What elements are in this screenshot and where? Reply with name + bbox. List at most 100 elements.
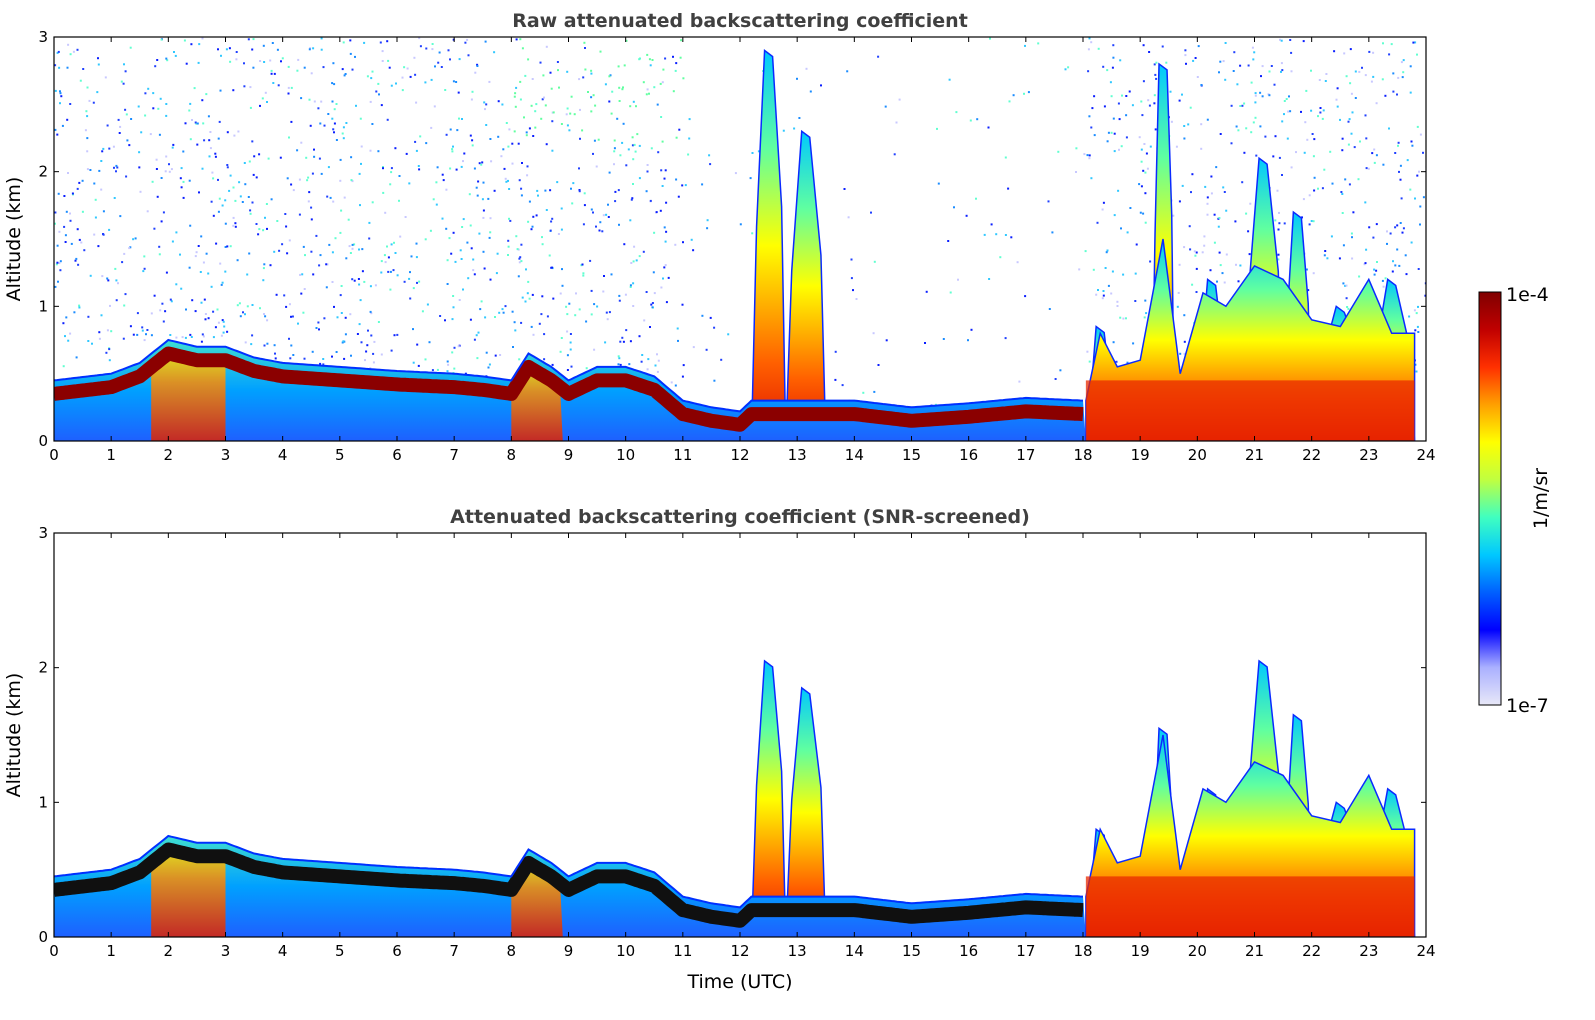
noise-speckle bbox=[589, 259, 592, 262]
noise-speckle bbox=[558, 86, 560, 89]
noise-speckle bbox=[675, 178, 678, 181]
noise-speckle bbox=[414, 73, 417, 76]
noise-speckle bbox=[475, 186, 478, 189]
noise-speckle bbox=[638, 255, 641, 258]
noise-speckle bbox=[1125, 136, 1128, 139]
noise-speckle bbox=[251, 304, 254, 306]
noise-speckle bbox=[101, 150, 104, 153]
noise-speckle bbox=[396, 333, 399, 336]
noise-speckle bbox=[363, 41, 366, 44]
noise-speckle bbox=[1348, 183, 1351, 186]
noise-speckle bbox=[224, 199, 227, 202]
noise-speckle bbox=[1110, 131, 1113, 134]
noise-speckle bbox=[349, 313, 352, 316]
noise-speckle bbox=[64, 335, 66, 338]
noise-speckle bbox=[623, 243, 626, 246]
noise-speckle bbox=[323, 317, 326, 320]
noise-speckle bbox=[217, 48, 219, 51]
noise-speckle bbox=[1140, 148, 1143, 151]
boundary-layer-top-band bbox=[54, 346, 1088, 432]
noise-speckle bbox=[445, 227, 448, 230]
noise-speckle bbox=[521, 162, 523, 164]
noise-speckle bbox=[578, 308, 581, 311]
noise-speckle bbox=[168, 163, 170, 166]
noise-speckle bbox=[98, 331, 101, 334]
noise-speckle bbox=[645, 291, 648, 293]
noise-speckle bbox=[303, 357, 306, 360]
noise-speckle bbox=[58, 262, 61, 265]
noise-speckle bbox=[431, 43, 434, 45]
noise-speckle bbox=[1280, 39, 1283, 42]
noise-speckle bbox=[1277, 258, 1280, 261]
noise-speckle bbox=[325, 263, 328, 266]
noise-speckle bbox=[1347, 143, 1350, 146]
noise-speckle bbox=[482, 209, 485, 212]
noise-speckle bbox=[1090, 177, 1093, 180]
noise-speckle bbox=[1311, 133, 1314, 135]
noise-speckle bbox=[820, 84, 822, 87]
noise-speckle bbox=[1115, 360, 1118, 363]
noise-speckle bbox=[1110, 292, 1113, 295]
noise-speckle bbox=[415, 101, 418, 104]
noise-speckle bbox=[408, 277, 411, 280]
noise-speckle bbox=[682, 241, 684, 244]
noise-speckle bbox=[667, 276, 670, 279]
noise-speckle bbox=[1140, 100, 1143, 103]
noise-speckle bbox=[1192, 59, 1195, 62]
noise-speckle bbox=[670, 381, 673, 384]
noise-speckle bbox=[1312, 220, 1315, 223]
noise-speckle bbox=[1324, 250, 1327, 252]
noise-speckle bbox=[1300, 110, 1302, 113]
noise-speckle bbox=[1364, 74, 1367, 77]
noise-speckle bbox=[313, 148, 315, 151]
noise-speckle bbox=[480, 300, 483, 303]
x-tick-label: 9 bbox=[564, 942, 574, 960]
noise-speckle bbox=[445, 133, 448, 136]
noise-speckle bbox=[97, 245, 100, 248]
noise-speckle bbox=[1254, 101, 1257, 104]
noise-speckle bbox=[389, 288, 392, 291]
noise-speckle bbox=[249, 86, 252, 89]
noise-speckle bbox=[1251, 46, 1254, 49]
noise-speckle bbox=[86, 168, 89, 171]
noise-speckle bbox=[1113, 132, 1116, 135]
noise-speckle bbox=[999, 256, 1002, 259]
noise-speckle bbox=[1101, 208, 1104, 211]
noise-speckle bbox=[625, 39, 628, 42]
noise-speckle bbox=[224, 222, 227, 225]
noise-speckle bbox=[122, 82, 125, 85]
noise-speckle bbox=[92, 101, 95, 104]
noise-speckle bbox=[846, 70, 849, 73]
noise-speckle bbox=[587, 91, 589, 93]
noise-speckle bbox=[289, 357, 292, 360]
noise-speckle bbox=[210, 285, 213, 288]
noise-speckle bbox=[129, 325, 132, 328]
noise-speckle bbox=[270, 72, 273, 75]
noise-speckle bbox=[421, 310, 424, 313]
noise-speckle bbox=[333, 131, 335, 134]
noise-speckle bbox=[494, 354, 497, 357]
noise-speckle bbox=[118, 132, 121, 134]
noise-speckle bbox=[604, 341, 607, 344]
noise-speckle bbox=[74, 259, 77, 262]
noise-speckle bbox=[649, 64, 652, 67]
noise-speckle bbox=[462, 218, 465, 221]
noise-speckle bbox=[1405, 273, 1408, 276]
noise-speckle bbox=[97, 63, 100, 66]
noise-speckle bbox=[436, 166, 439, 169]
noise-speckle bbox=[647, 358, 650, 361]
noise-speckle bbox=[1414, 41, 1417, 44]
noise-speckle bbox=[502, 148, 505, 151]
noise-speckle bbox=[320, 37, 323, 40]
noise-speckle bbox=[221, 204, 224, 207]
noise-speckle bbox=[1144, 192, 1147, 195]
noise-speckle bbox=[501, 308, 504, 311]
x-tick-label: 9 bbox=[564, 446, 574, 464]
noise-speckle bbox=[1118, 148, 1120, 151]
noise-speckle bbox=[489, 138, 492, 140]
y-tick-label: 3 bbox=[38, 28, 48, 46]
noise-speckle bbox=[281, 243, 284, 246]
noise-speckle bbox=[255, 223, 258, 225]
y-tick-label: 0 bbox=[38, 928, 48, 946]
noise-speckle bbox=[1285, 98, 1288, 100]
